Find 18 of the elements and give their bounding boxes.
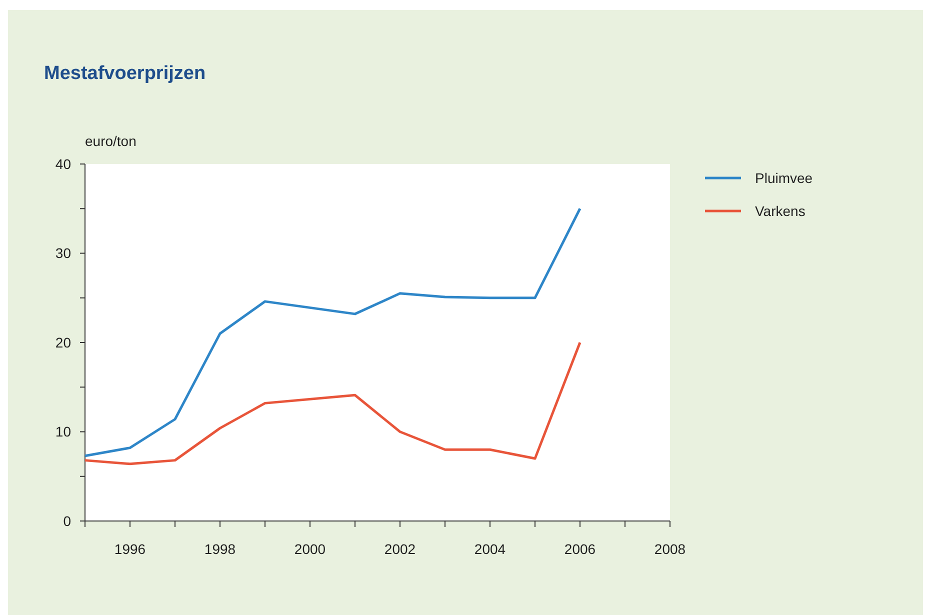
x-tick-label: 2006 (564, 541, 596, 557)
legend-label: Pluimvee (755, 170, 813, 186)
x-tick-label: 2008 (654, 541, 686, 557)
legend-label: Varkens (755, 202, 806, 219)
y-tick-label: 20 (55, 334, 72, 350)
y-tick-label: 40 (55, 156, 72, 172)
y-axis-title: euro/ton (85, 133, 136, 149)
x-tick-label: 2004 (474, 541, 506, 557)
x-tick-label: 2002 (384, 541, 416, 557)
line-series (84, 207, 582, 458)
line-series (84, 341, 582, 466)
chart-title: Mestafvoerprijzen (44, 63, 206, 84)
y-tick-label: 0 (63, 512, 72, 529)
x-tick-label: 2000 (294, 541, 326, 557)
x-tick-label: 1996 (114, 541, 146, 557)
y-tick-label: 30 (55, 245, 72, 262)
y-tick-label: 10 (55, 424, 72, 440)
x-tick-label: 1998 (204, 541, 236, 557)
